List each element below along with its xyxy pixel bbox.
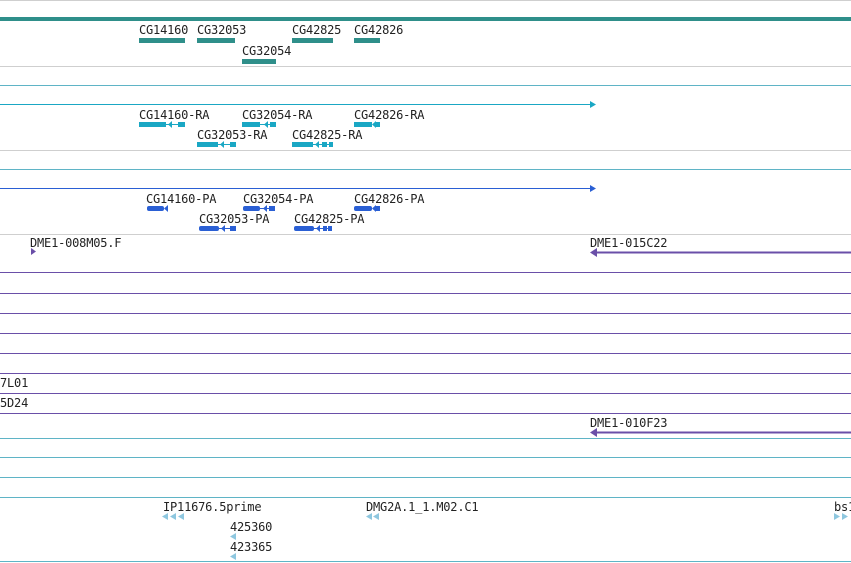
clone-label[interactable]: 5D24 bbox=[0, 396, 29, 410]
arrow-right-icon[interactable] bbox=[842, 513, 848, 520]
arrow-left-icon bbox=[221, 225, 225, 232]
rna-exon[interactable] bbox=[292, 142, 313, 147]
arrow-right-icon bbox=[590, 101, 596, 108]
arrow-left-icon[interactable] bbox=[230, 533, 236, 540]
rna-exon[interactable] bbox=[197, 142, 218, 147]
transcript-label[interactable]: CG14160-RA bbox=[139, 108, 210, 122]
rna-exon[interactable] bbox=[376, 122, 380, 127]
clone-label[interactable]: DME1-015C22 bbox=[590, 236, 668, 250]
protein-label[interactable]: CG32054-PA bbox=[243, 192, 314, 206]
gene-label[interactable]: CG42825 bbox=[292, 23, 342, 37]
protein-exon[interactable] bbox=[354, 206, 372, 211]
rna-exon[interactable] bbox=[242, 122, 260, 127]
arrow-left-icon bbox=[590, 248, 597, 257]
gene-label[interactable]: CG32054 bbox=[242, 44, 292, 58]
gene-label[interactable]: CG42826 bbox=[354, 23, 404, 37]
arrow-left-icon bbox=[372, 205, 376, 212]
arrow-left-icon[interactable] bbox=[162, 513, 168, 520]
arrow-right-icon[interactable] bbox=[31, 248, 36, 255]
rna-exon[interactable] bbox=[178, 122, 185, 127]
protein-exon[interactable] bbox=[269, 206, 275, 211]
gene-feature[interactable] bbox=[292, 38, 333, 43]
protein-label[interactable]: CG42825-PA bbox=[294, 212, 365, 226]
rna-exon[interactable] bbox=[329, 142, 333, 147]
protein-exon[interactable] bbox=[230, 226, 236, 231]
gene-feature[interactable] bbox=[139, 38, 185, 43]
transcript-label[interactable]: CG42826-RA bbox=[354, 108, 425, 122]
est-label[interactable]: IP11676.5prime bbox=[163, 500, 262, 514]
rna-exon[interactable] bbox=[270, 122, 276, 127]
arrow-left-icon bbox=[168, 121, 172, 128]
est-label[interactable]: 423365 bbox=[230, 540, 273, 554]
arrow-right-icon[interactable] bbox=[834, 513, 840, 520]
est-label[interactable]: 425360 bbox=[230, 520, 273, 534]
protein-exon[interactable] bbox=[147, 206, 164, 211]
arrow-right-icon bbox=[590, 185, 596, 192]
rna-exon[interactable] bbox=[354, 122, 372, 127]
arrow-left-icon bbox=[590, 428, 597, 437]
arrow-left-icon[interactable] bbox=[366, 513, 372, 520]
arrow-left-icon[interactable] bbox=[373, 513, 379, 520]
rna-exon[interactable] bbox=[230, 142, 236, 147]
arrow-left-icon[interactable] bbox=[178, 513, 184, 520]
arrow-left-icon bbox=[316, 225, 320, 232]
clone-label[interactable]: DME1-008M05.F bbox=[30, 236, 122, 250]
transcript-label[interactable]: CG32054-RA bbox=[242, 108, 313, 122]
gene-feature[interactable] bbox=[354, 38, 380, 43]
protein-exon[interactable] bbox=[323, 226, 327, 231]
protein-label[interactable]: CG42826-PA bbox=[354, 192, 425, 206]
protein-exon[interactable] bbox=[376, 206, 380, 211]
arrow-left-icon bbox=[264, 121, 268, 128]
est-label[interactable]: DMG2A.1_1.M02.C1 bbox=[366, 500, 479, 514]
gene-label[interactable]: CG32053 bbox=[197, 23, 247, 37]
protein-exon[interactable] bbox=[328, 226, 332, 231]
gene-track-bar bbox=[0, 17, 851, 21]
protein-exon[interactable] bbox=[243, 206, 260, 211]
rna-features bbox=[139, 121, 380, 148]
gene-feature[interactable] bbox=[242, 59, 276, 64]
est-features bbox=[162, 513, 848, 560]
transcript-label[interactable]: CG42825-RA bbox=[292, 128, 363, 142]
arrow-left-icon bbox=[220, 141, 224, 148]
arrow-left-icon bbox=[315, 141, 319, 148]
protein-label[interactable]: CG14160-PA bbox=[146, 192, 217, 206]
clone-label[interactable]: 7L01 bbox=[0, 376, 29, 390]
protein-label[interactable]: CG32053-PA bbox=[199, 212, 270, 226]
arrow-left-icon bbox=[164, 205, 168, 212]
rna-exon[interactable] bbox=[322, 142, 327, 147]
transcript-label[interactable]: CG32053-RA bbox=[197, 128, 268, 142]
gene-feature[interactable] bbox=[197, 38, 235, 43]
rna-exon[interactable] bbox=[139, 122, 166, 127]
arrow-left-icon bbox=[372, 121, 376, 128]
arrow-left-icon[interactable] bbox=[230, 553, 236, 560]
protein-features bbox=[147, 205, 380, 232]
protein-exon[interactable] bbox=[199, 226, 219, 231]
arrow-left-icon[interactable] bbox=[170, 513, 176, 520]
arrow-left-icon bbox=[263, 205, 267, 212]
gene-label[interactable]: CG14160 bbox=[139, 23, 189, 37]
clone-label[interactable]: DME1-010F23 bbox=[590, 416, 668, 430]
protein-exon[interactable] bbox=[294, 226, 314, 231]
est-label[interactable]: bs1 bbox=[834, 500, 851, 514]
